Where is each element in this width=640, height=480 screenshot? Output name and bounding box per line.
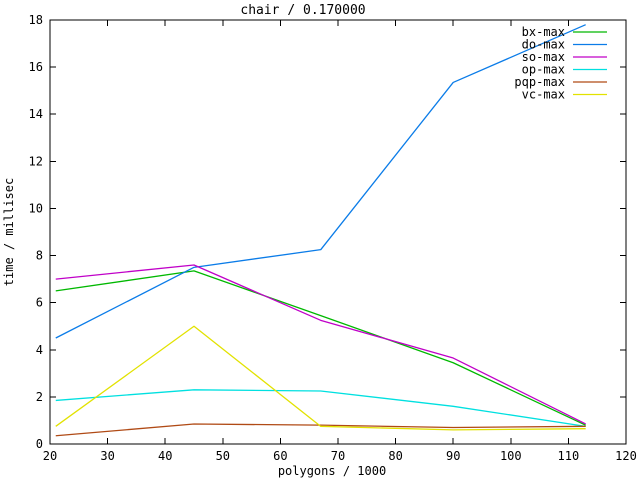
legend-label-op-max: op-max (522, 63, 565, 77)
y-tick-label: 14 (29, 107, 43, 121)
series-line-so-max (55, 264, 586, 425)
legend-label-bx-max: bx-max (522, 25, 565, 39)
x-tick-label: 20 (43, 449, 57, 463)
x-tick-label: 30 (100, 449, 114, 463)
x-tick-label: 90 (446, 449, 460, 463)
x-tick-label: 50 (216, 449, 230, 463)
y-axis-label: time / millisec (2, 178, 16, 286)
x-tick-label: 70 (331, 449, 345, 463)
y-tick-label: 4 (36, 343, 43, 357)
x-axis-label: polygons / 1000 (278, 464, 386, 478)
x-tick-label: 40 (158, 449, 172, 463)
series-line-bx-max (55, 270, 586, 426)
x-tick-label: 80 (388, 449, 402, 463)
y-tick-label: 16 (29, 60, 43, 74)
series-line-do-max (55, 24, 586, 339)
legend-label-do-max: do-max (522, 38, 565, 52)
y-tick-label: 18 (29, 13, 43, 27)
x-tick-label: 120 (615, 449, 637, 463)
legend-label-vc-max: vc-max (522, 88, 565, 102)
legend-label-so-max: so-max (522, 50, 565, 64)
series-line-pqp-max (55, 423, 586, 437)
y-tick-label: 6 (36, 296, 43, 310)
y-tick-label: 10 (29, 201, 43, 215)
y-tick-label: 12 (29, 154, 43, 168)
series-line-op-max (55, 389, 586, 427)
x-tick-label: 110 (558, 449, 580, 463)
y-tick-label: 2 (36, 390, 43, 404)
series-line-vc-max (55, 325, 586, 431)
chart-title: chair / 0.170000 (240, 3, 365, 18)
y-tick-label: 0 (36, 437, 43, 451)
y-tick-label: 8 (36, 249, 43, 263)
legend-label-pqp-max: pqp-max (514, 75, 565, 89)
x-tick-label: 60 (273, 449, 287, 463)
x-tick-label: 100 (500, 449, 522, 463)
